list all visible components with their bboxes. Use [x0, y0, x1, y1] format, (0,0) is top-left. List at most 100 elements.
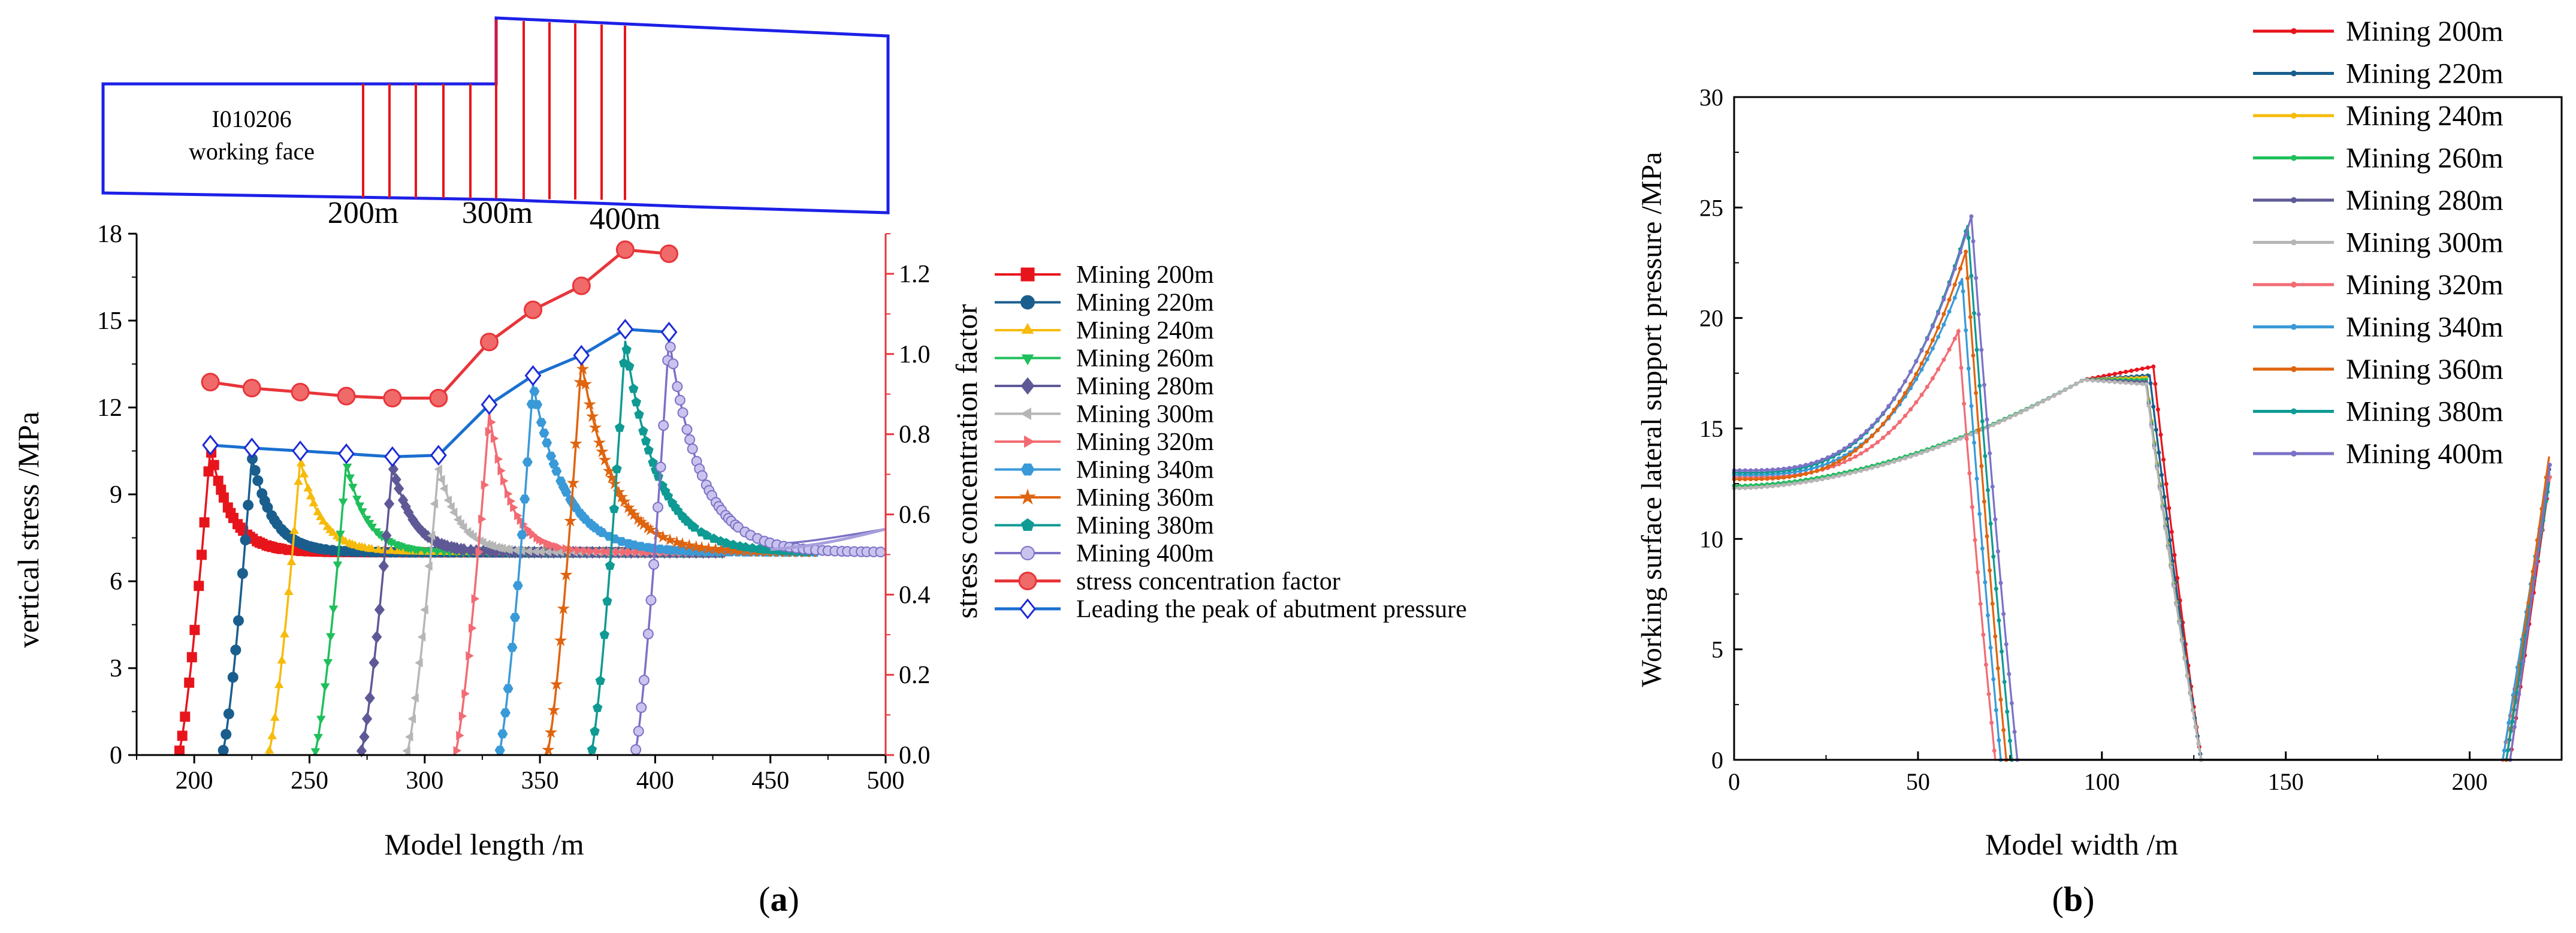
chart-a-series-3-point: [299, 469, 309, 478]
chart-a-series-9-point: [608, 477, 621, 490]
chart-b-series-7-point: [1853, 454, 1858, 459]
chart-b-series-11-point: [1814, 460, 1819, 464]
chart-b-series-10-point: [1977, 384, 1982, 388]
chart-a-series-3-point: [264, 745, 274, 754]
chart-a-series-7-point: [469, 623, 477, 633]
chart-a-series-11-point: [630, 744, 642, 755]
chart-a-series-10-point: [740, 542, 751, 552]
chart-a: 200 250 300 350 400 450 500 0 3 6 9 12 15 18 0.0 0.2 0.4…: [11, 221, 1467, 919]
chart-b-series-11-point: [2517, 692, 2521, 697]
chart-a-series-7-point: [456, 730, 464, 741]
chart-b-xtick-label: 100: [2084, 768, 2120, 795]
chart-b-series-6-point: [2157, 487, 2162, 491]
chart-a-scf-point: [201, 373, 220, 392]
chart-b-series-7-point: [1875, 440, 1880, 445]
chart-b-series-11-point: [1930, 324, 1935, 329]
chart-b-series-11-point: [1902, 379, 1907, 384]
chart-b-series-10-point: [1994, 587, 1998, 591]
chart-b-series-6-point: [2046, 396, 2051, 401]
chart-a-series-7-point: [458, 711, 467, 721]
chart-b-series-11-point: [1892, 396, 1896, 401]
chart-a-series-5-point: [383, 497, 395, 511]
chart-a-series-8-point: [497, 729, 508, 739]
chart-b-ytick-label: 15: [1699, 415, 1723, 442]
chart-b-xtick-label: 150: [2268, 768, 2304, 795]
chart-b-series-9-point: [1971, 353, 1976, 358]
chart-b-legend-marker: [2291, 70, 2297, 77]
chart-b-series-6-point: [1997, 420, 2001, 425]
chart-a-series-9: [542, 361, 819, 756]
chart-b-series-9-point: [1754, 477, 1759, 482]
chart-a-series-10-point: [689, 522, 699, 532]
chart-b-series-11-point: [1958, 250, 1962, 255]
chart-b-series-7-point: [1970, 505, 1974, 509]
chart-a-series-4-point: [326, 633, 336, 642]
chart-b-series-line-3: [1734, 376, 2550, 761]
chart-b-series-9-point: [1831, 462, 1836, 467]
chart-a-legend-entry-6: Mining 300m: [995, 401, 1214, 428]
chart-a-ytick-label: 3: [110, 655, 122, 683]
chart-a-series-10-point: [614, 422, 625, 432]
chart-b-series-7-point: [1941, 357, 1946, 362]
chart-b-series-9-point: [1776, 476, 1781, 481]
chart-a-series-7-point: [485, 427, 494, 437]
chart-a-series-7-point: [471, 594, 480, 604]
chart-b-series-11-point: [1792, 465, 1797, 470]
chart-a-series-6-point: [427, 530, 436, 541]
chart-b-legend-marker: [2291, 197, 2297, 203]
chart-a-series-10-point: [624, 361, 635, 371]
chart-a-series-10-point: [609, 503, 620, 514]
chart-a-series-7-point: [488, 417, 496, 427]
schematic-face-label-line1: I010206: [212, 105, 291, 132]
chart-a-series-10-point: [638, 425, 648, 436]
chart-a-series-1-point: [189, 624, 200, 635]
chart-a-series-1-point: [177, 730, 188, 741]
chart-a-legend-entry-1: Mining 200m: [995, 261, 1214, 289]
chart-a-series-7-point: [481, 480, 490, 490]
chart-b-series-6-point: [1969, 432, 1974, 437]
chart-b-series-11-point: [1853, 438, 1858, 443]
chart-b-series-6-point: [2068, 385, 2073, 389]
chart-a-series-6-point: [453, 515, 462, 524]
chart-b-series-6-point: [2196, 741, 2201, 746]
chart-a-series-2-point: [237, 567, 248, 579]
chart-a-series-3-point: [313, 507, 323, 515]
chart-b-xtick-label: 200: [2452, 768, 2488, 795]
chart-b-series-7-point: [1964, 436, 1969, 441]
chart-b-series-11-point: [1759, 468, 1764, 473]
chart-a-series-10-point: [728, 539, 738, 549]
chart-b-series-6-point: [2160, 506, 2165, 511]
chart-a-series-3-point: [306, 491, 316, 500]
chart-a-ytick-label: 12: [97, 394, 122, 422]
chart-a-series-6-point: [420, 605, 428, 615]
chart-a-scf-point: [242, 379, 261, 398]
chart-b-legend-label: Mining 200m: [2346, 16, 2503, 47]
chart-b-legend-marker: [2291, 324, 2297, 330]
chart-a-legend-entry-10: Mining 380m: [995, 512, 1214, 540]
chart-a-series-9-point: [651, 527, 664, 540]
chart-b-series-11-point: [1964, 233, 1968, 237]
chart-b-series-8-point: [1930, 346, 1935, 351]
chart-b-legend-entry-7: Mining 320m: [2253, 269, 2503, 301]
chart-a-scf-point: [429, 388, 448, 407]
chart-a-series-9-point: [557, 602, 570, 615]
chart-a-leading-peak-point: [383, 446, 401, 467]
chart-b-series-9-point: [1993, 634, 1998, 639]
chart-a-series-3-point: [386, 545, 396, 554]
chart-a-y2tick-label: 1.0: [899, 341, 931, 369]
chart-b-series-9-point: [1936, 325, 1941, 330]
chart-b-series-9-point: [1988, 568, 1992, 573]
chart-b-series-8-point: [1947, 309, 1952, 314]
chart-b-series-8-point: [1952, 295, 1957, 300]
chart-a-series-9-point: [702, 542, 715, 554]
chart-b-series-11-point: [1748, 468, 1753, 473]
chart-a-series-7-point: [500, 476, 509, 486]
chart-a-series-8-point: [531, 400, 543, 409]
chart-b-legend-entry-9: Mining 360m: [2253, 354, 2503, 385]
chart-a-series-7-point: [510, 503, 518, 512]
chart-b-series-10-point: [2505, 748, 2510, 753]
chart-a-scf-point: [659, 244, 678, 263]
chart-b-caption-close: ): [2083, 880, 2094, 919]
chart-b-legend-marker: [2291, 408, 2297, 415]
chart-a-scf-point: [615, 240, 635, 259]
